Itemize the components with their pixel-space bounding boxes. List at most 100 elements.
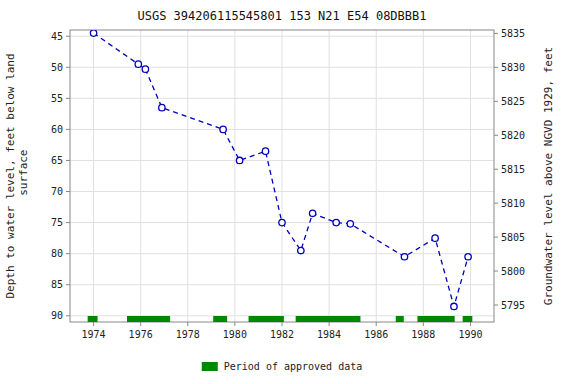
approved-bar <box>417 316 454 322</box>
background <box>0 0 576 384</box>
y2-tick <box>494 305 498 306</box>
data-point <box>159 104 165 110</box>
y-tick <box>66 191 70 192</box>
x-tick <box>140 322 141 326</box>
legend-label: Period of approved data <box>224 361 362 372</box>
y2-tick <box>494 203 498 204</box>
approved-bar <box>127 316 170 322</box>
x-tick <box>187 322 188 326</box>
y-tick-label: 50 <box>51 62 63 73</box>
x-tick <box>282 322 283 326</box>
grid-line-x <box>187 30 188 322</box>
x-tick <box>470 322 471 326</box>
x-tick <box>93 322 94 326</box>
grid-line-x <box>376 30 377 322</box>
chart: 1974197619781980198219841986198819904550… <box>0 0 576 384</box>
grid-line-x <box>234 30 235 322</box>
x-tick-label: 1982 <box>270 329 294 340</box>
y2-tick-label: 5820 <box>501 130 525 141</box>
data-point <box>309 210 315 216</box>
grid-line-y <box>70 67 494 68</box>
y-tick <box>66 36 70 37</box>
approved-bar <box>296 316 361 322</box>
y-tick <box>66 315 70 316</box>
y-tick-label: 75 <box>51 217 63 228</box>
grid-line-x <box>470 30 471 322</box>
legend: Period of approved data <box>202 361 362 372</box>
grid-line-y <box>70 284 494 285</box>
title: USGS 394206115545801 153 N21 E54 08DBBB1 <box>138 9 427 23</box>
y-tick-label: 85 <box>51 279 63 290</box>
plot-data <box>88 30 473 322</box>
y2-tick-label: 5795 <box>501 300 525 311</box>
y-axis-label: Depth to water level, feet below land su… <box>4 53 30 298</box>
data-point <box>236 157 242 163</box>
y2-tick-label: 5800 <box>501 266 525 277</box>
y2-tick <box>494 67 498 68</box>
grid-line-y <box>70 253 494 254</box>
y2-tick-label: 5815 <box>501 164 525 175</box>
y2-tick <box>494 169 498 170</box>
y2-tick <box>494 271 498 272</box>
y-tick <box>66 67 70 68</box>
approved-bar <box>88 316 98 322</box>
grid <box>70 30 494 322</box>
y2-tick <box>494 33 498 34</box>
data-point <box>298 247 304 253</box>
approved-bar <box>396 316 404 322</box>
grid-line-x <box>282 30 283 322</box>
y2-tick-label: 5805 <box>501 232 525 243</box>
y-tick-label: 45 <box>51 31 63 42</box>
approved-bar <box>249 316 284 322</box>
grid-line-y <box>70 191 494 192</box>
data-point <box>333 219 339 225</box>
data-point <box>347 221 353 227</box>
grid-line-y <box>70 98 494 99</box>
x-tick-label: 1984 <box>317 329 341 340</box>
y-axis-label-line: Depth to water level, feet below land <box>4 53 17 298</box>
data-point <box>142 66 148 72</box>
y2-tick <box>494 135 498 136</box>
x-tick-label: 1976 <box>129 329 153 340</box>
data-line <box>94 33 469 306</box>
x-tick <box>234 322 235 326</box>
data-point <box>90 30 96 36</box>
x-tick <box>423 322 424 326</box>
y2-tick <box>494 101 498 102</box>
y2-tick-label: 5825 <box>501 96 525 107</box>
y-tick-label: 60 <box>51 124 63 135</box>
grid-line-x <box>329 30 330 322</box>
approved-bar <box>213 316 227 322</box>
y-tick <box>66 222 70 223</box>
data-point <box>262 148 268 154</box>
x-tick-label: 1974 <box>82 329 106 340</box>
y-tick-label: 70 <box>51 186 63 197</box>
grid-line-x <box>140 30 141 322</box>
legend-swatch <box>202 362 218 371</box>
x-tick <box>329 322 330 326</box>
data-point <box>432 235 438 241</box>
plot-frame <box>70 30 494 322</box>
y2-tick <box>494 237 498 238</box>
data-point <box>401 254 407 260</box>
y2-axis-label: Groundwater level above NGVD 1929, feet <box>542 47 555 305</box>
y-tick-label: 65 <box>51 155 63 166</box>
y2-tick-label: 5810 <box>501 198 525 209</box>
y-tick-label: 55 <box>51 93 63 104</box>
data-point <box>465 254 471 260</box>
y2-tick-label: 5830 <box>501 62 525 73</box>
y-tick <box>66 253 70 254</box>
y-axis-label-line: surface <box>17 150 30 203</box>
x-tick-label: 1978 <box>176 329 200 340</box>
y2-tick-label: 5835 <box>501 28 525 39</box>
y-tick-label: 80 <box>51 248 63 259</box>
x-tick <box>376 322 377 326</box>
grid-line-y <box>70 129 494 130</box>
data-point <box>451 303 457 309</box>
x-tick-label: 1986 <box>364 329 388 340</box>
y-tick <box>66 129 70 130</box>
data-point <box>135 61 141 67</box>
data-point <box>279 219 285 225</box>
y-tick-label: 90 <box>51 310 63 321</box>
grid-line-y <box>70 160 494 161</box>
